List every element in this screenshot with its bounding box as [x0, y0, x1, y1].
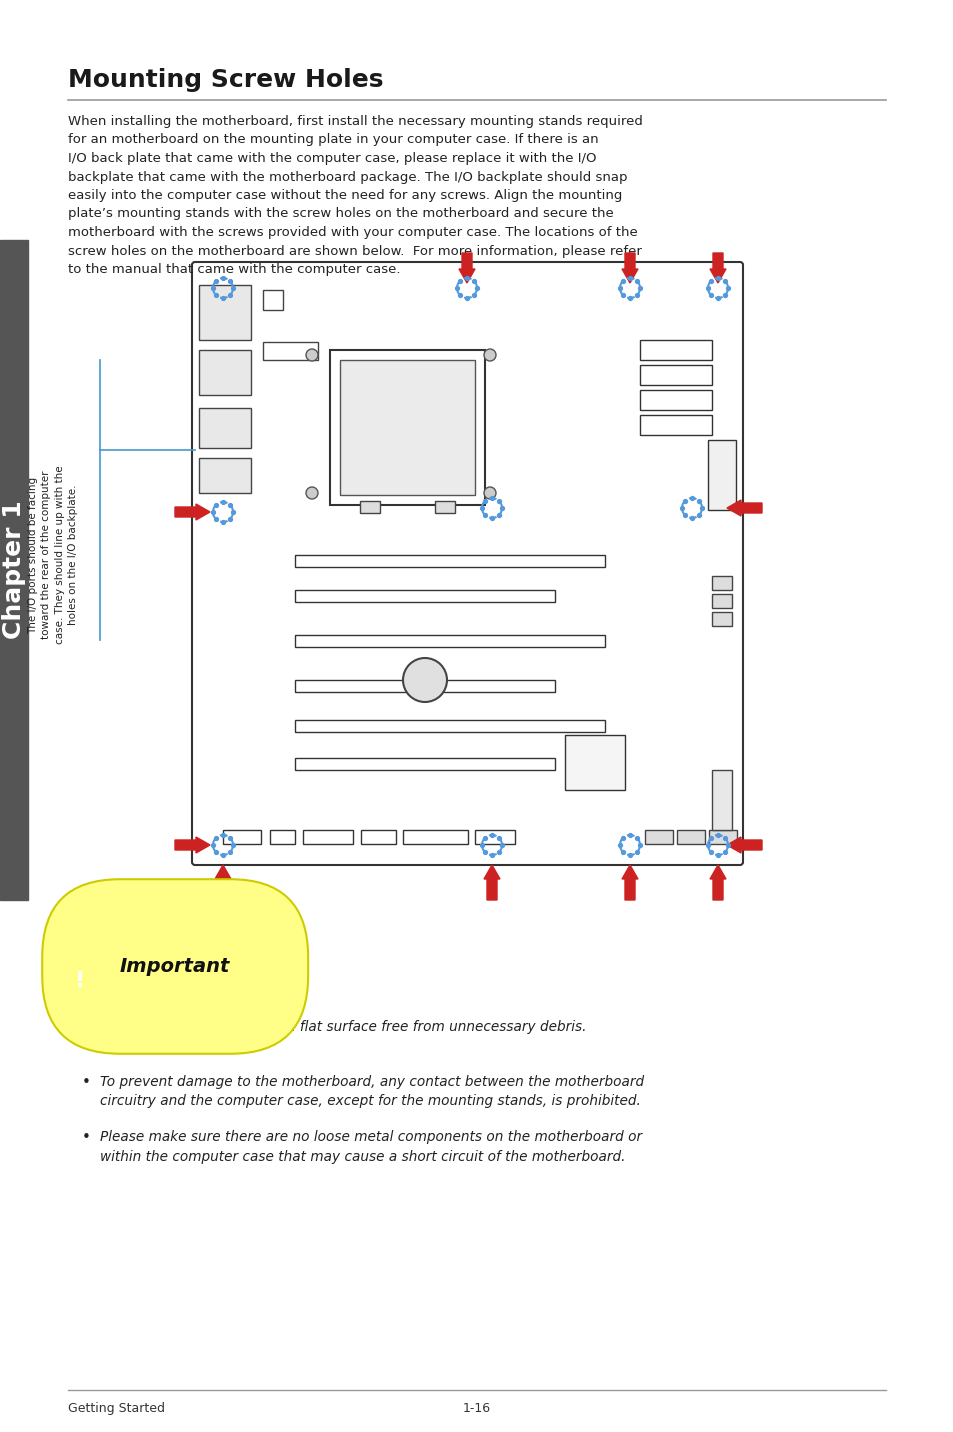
FancyArrow shape: [174, 504, 210, 520]
Bar: [270, 831, 294, 843]
Bar: [402, 831, 468, 843]
Bar: [639, 390, 711, 410]
Bar: [0, 241, 28, 899]
Bar: [199, 285, 251, 339]
FancyArrow shape: [174, 836, 210, 853]
Bar: [263, 342, 317, 359]
FancyArrow shape: [621, 865, 638, 899]
Circle shape: [306, 349, 317, 361]
Text: Please make sure there are no loose metal components on the motherboard or
withi: Please make sure there are no loose meta…: [100, 1130, 641, 1163]
Text: !: !: [75, 971, 85, 991]
Circle shape: [306, 487, 317, 498]
FancyArrow shape: [709, 253, 725, 284]
Bar: [639, 415, 711, 435]
Bar: [294, 680, 555, 692]
Text: 1-16: 1-16: [462, 1402, 491, 1415]
Bar: [677, 831, 704, 843]
Bar: [339, 359, 475, 495]
Bar: [199, 349, 251, 395]
FancyArrow shape: [726, 836, 761, 853]
Text: Mounting Screw Holes: Mounting Screw Holes: [68, 67, 383, 92]
Text: Chapter 1: Chapter 1: [2, 501, 26, 639]
Text: Important: Important: [120, 957, 230, 977]
Bar: [199, 458, 251, 493]
Bar: [711, 576, 731, 590]
FancyBboxPatch shape: [192, 262, 742, 865]
Bar: [435, 501, 455, 513]
Circle shape: [483, 349, 496, 361]
FancyArrow shape: [483, 865, 499, 899]
Bar: [294, 758, 555, 770]
Bar: [711, 770, 731, 831]
Bar: [294, 556, 604, 567]
Bar: [711, 611, 731, 626]
Text: Getting Started: Getting Started: [68, 1402, 165, 1415]
Bar: [223, 831, 261, 843]
Text: When installing the motherboard, first install the necessary mounting stands req: When installing the motherboard, first i…: [68, 115, 642, 276]
Bar: [644, 831, 672, 843]
Text: •: •: [82, 1020, 91, 1035]
Circle shape: [483, 487, 496, 498]
Text: •: •: [82, 1130, 91, 1146]
FancyArrow shape: [458, 253, 475, 284]
Bar: [199, 408, 251, 448]
Bar: [330, 349, 484, 505]
Polygon shape: [60, 957, 100, 1001]
Bar: [639, 339, 711, 359]
Bar: [294, 634, 604, 647]
Bar: [564, 735, 624, 790]
FancyArrow shape: [726, 500, 761, 516]
Bar: [711, 594, 731, 609]
Bar: [707, 440, 735, 510]
Bar: [360, 831, 395, 843]
Text: Install the motherboard on a flat surface free from unnecessary debris.: Install the motherboard on a flat surfac…: [100, 1020, 586, 1034]
Bar: [475, 831, 515, 843]
Circle shape: [402, 657, 447, 702]
Bar: [359, 501, 379, 513]
FancyArrow shape: [709, 865, 725, 899]
Bar: [303, 831, 353, 843]
Text: To prevent damage to the motherboard, any contact between the motherboard
circui: To prevent damage to the motherboard, an…: [100, 1075, 643, 1108]
Text: The I/O ports should be facing
toward the rear of the computer
case. They should: The I/O ports should be facing toward th…: [29, 465, 78, 644]
Bar: [294, 590, 555, 601]
Bar: [639, 365, 711, 385]
Bar: [708, 831, 737, 843]
FancyArrow shape: [214, 865, 231, 899]
Bar: [263, 291, 283, 309]
Bar: [294, 720, 604, 732]
Text: •: •: [82, 1075, 91, 1090]
FancyArrow shape: [621, 253, 638, 284]
